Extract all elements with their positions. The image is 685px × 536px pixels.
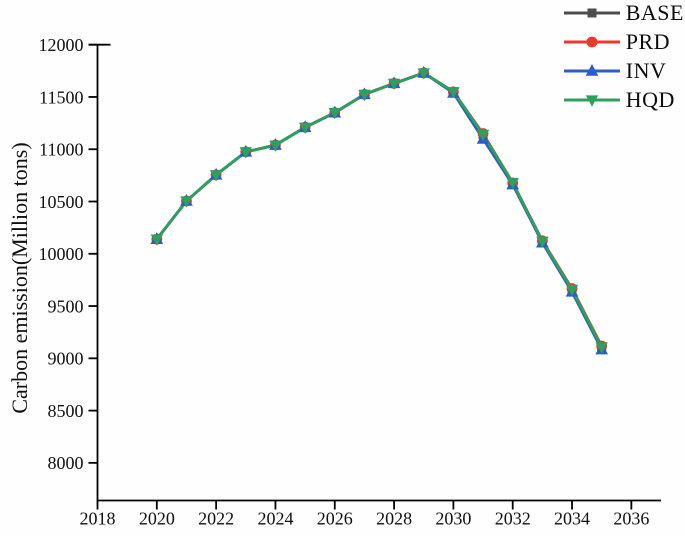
series-line-inv — [155, 71, 604, 351]
data-point-hqd — [298, 122, 312, 134]
legend-marker-glyph — [587, 8, 597, 17]
x-tick-label: 2036 — [613, 509, 649, 529]
x-tick-label: 2026 — [317, 509, 353, 529]
series-markers-inv — [150, 65, 608, 355]
x-tick-label: 2024 — [257, 509, 293, 529]
data-point-hqd — [328, 108, 341, 120]
legend-label-inv: INV — [625, 57, 667, 83]
x-tick-label: 2018 — [80, 509, 116, 529]
y-tick-label: 9500 — [48, 296, 84, 316]
x-tick-label: 2028 — [376, 509, 412, 529]
legend-label-base: BASE — [625, 0, 684, 25]
legend-marker-prd-icon — [563, 34, 621, 50]
series-line-prd — [155, 71, 604, 348]
y-tick-label: 10000 — [39, 244, 84, 264]
legend-marker-glyph — [585, 63, 599, 76]
legend-marker-base-icon — [563, 5, 621, 21]
data-point-hqd — [506, 178, 519, 190]
legend-label-prd: PRD — [625, 28, 671, 54]
series-line-base — [155, 71, 604, 349]
data-point-hqd — [269, 140, 282, 152]
legend-line-hqd — [563, 94, 620, 107]
legend: BASE PRD INV HQD — [563, 0, 684, 114]
legend-marker-hqd-icon — [563, 92, 621, 108]
legend-line-prd — [563, 36, 620, 47]
series-markers-prd — [151, 67, 608, 352]
y-tick-label: 8000 — [48, 453, 84, 473]
x-tick-label: 2022 — [198, 509, 234, 529]
series-line-hqd — [155, 71, 604, 349]
legend-line-inv — [563, 63, 620, 76]
data-point-hqd — [476, 129, 490, 141]
data-point-hqd — [387, 78, 401, 90]
legend-marker-glyph — [585, 94, 598, 107]
data-point-hqd — [180, 196, 193, 208]
y-tick-label: 10500 — [39, 192, 84, 212]
legend-item-prd: PRD — [563, 27, 684, 56]
data-point-hqd — [150, 234, 164, 246]
legend-line-base — [563, 8, 620, 17]
legend-label-hqd: HQD — [625, 86, 675, 112]
data-point-hqd — [536, 236, 549, 248]
legend-marker-inv-icon — [563, 63, 621, 79]
x-tick-label: 2032 — [495, 509, 531, 529]
legend-item-base: BASE — [563, 0, 684, 27]
data-point-hqd — [358, 89, 371, 101]
data-point-hqd — [565, 284, 579, 296]
legend-marker-glyph — [586, 36, 598, 47]
y-tick-label: 8500 — [48, 401, 84, 421]
legend-item-hqd: HQD — [563, 85, 684, 114]
x-tick-label: 2030 — [435, 509, 471, 529]
series-markers-base — [152, 68, 607, 352]
data-point-hqd — [447, 87, 460, 99]
y-tick-label: 9000 — [48, 349, 84, 369]
data-point-hqd — [209, 170, 223, 182]
data-point-hqd — [417, 68, 430, 80]
data-point-hqd — [239, 147, 252, 159]
y-axis-title: Carbon emission(Million tons) — [7, 142, 32, 414]
y-tick-label: 11500 — [39, 87, 83, 107]
series-markers-hqd — [150, 68, 608, 354]
y-tick-label: 11000 — [39, 140, 83, 160]
data-point-hqd — [595, 342, 608, 354]
legend-item-inv: INV — [563, 56, 684, 85]
y-tick-label: 12000 — [39, 35, 84, 55]
x-tick-label: 2034 — [554, 509, 590, 529]
x-tick-label: 2020 — [139, 509, 175, 529]
